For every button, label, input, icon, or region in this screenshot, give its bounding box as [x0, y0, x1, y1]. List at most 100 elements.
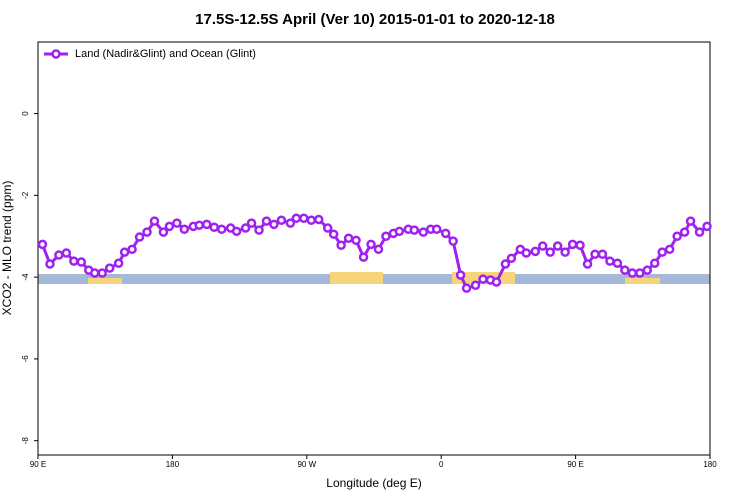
- y-tick-label: -8: [21, 437, 30, 445]
- x-tick-label: 180: [703, 460, 717, 469]
- point: [537, 241, 548, 251]
- point: [231, 226, 242, 237]
- land-ocean-band: [38, 272, 710, 284]
- plot-frame: [37, 41, 711, 456]
- point: [461, 283, 472, 293]
- point: [299, 213, 309, 223]
- x-tick-label: 90 E: [567, 460, 583, 469]
- point: [336, 240, 346, 250]
- point: [179, 224, 190, 235]
- point: [343, 233, 354, 244]
- legend-marker: [51, 49, 61, 59]
- point: [552, 241, 563, 251]
- point: [134, 232, 145, 242]
- point: [627, 268, 638, 278]
- point: [104, 263, 115, 273]
- x-tick-label: 0: [439, 460, 444, 469]
- point: [113, 258, 124, 268]
- point: [381, 231, 391, 241]
- point: [620, 265, 630, 275]
- x-axis-label: Longitude (deg E): [326, 476, 421, 490]
- point: [455, 270, 466, 280]
- point: [612, 258, 623, 268]
- point: [127, 244, 137, 255]
- point: [672, 231, 682, 241]
- y-tick-label: -6: [21, 355, 30, 363]
- point: [69, 256, 79, 266]
- point: [158, 227, 169, 237]
- point: [276, 215, 287, 226]
- point: [418, 227, 429, 237]
- point: [172, 218, 182, 228]
- point: [37, 239, 48, 250]
- land-patch: [88, 278, 122, 284]
- y-axis-label: XCO2 - MLO trend (ppm): [0, 181, 14, 316]
- x-tick-label: 180: [166, 460, 180, 469]
- point: [642, 265, 653, 275]
- point: [97, 268, 107, 278]
- point: [597, 249, 608, 259]
- point: [61, 248, 72, 258]
- point: [285, 218, 296, 228]
- x-tick-label: 90 W: [297, 460, 316, 469]
- point: [306, 215, 317, 226]
- x-tick-label: 90 E: [30, 460, 46, 469]
- point: [194, 220, 205, 230]
- point: [545, 247, 555, 257]
- point: [478, 274, 488, 284]
- point: [201, 219, 212, 230]
- point: [506, 253, 517, 264]
- point: [575, 240, 585, 250]
- point: [149, 216, 160, 226]
- point: [358, 252, 369, 262]
- point: [261, 216, 272, 226]
- point: [164, 221, 175, 232]
- point: [119, 247, 130, 257]
- point: [240, 223, 251, 233]
- point: [313, 214, 324, 225]
- point: [45, 259, 55, 269]
- point: [582, 259, 593, 269]
- point: [530, 246, 541, 257]
- point: [560, 247, 570, 257]
- point: [664, 244, 675, 255]
- point: [702, 221, 712, 232]
- point: [89, 268, 100, 278]
- point: [635, 268, 645, 278]
- point: [431, 224, 442, 235]
- point: [685, 216, 696, 226]
- point: [694, 227, 705, 237]
- point: [209, 222, 219, 232]
- point: [291, 213, 302, 223]
- point: [409, 225, 420, 235]
- y-tick-label: 0: [21, 111, 30, 116]
- point: [470, 280, 481, 291]
- point: [657, 247, 667, 257]
- point: [605, 256, 615, 266]
- point: [246, 218, 257, 228]
- point: [322, 223, 333, 233]
- land-patch: [330, 272, 383, 284]
- point: [142, 227, 152, 237]
- point: [328, 229, 339, 239]
- point: [521, 248, 532, 258]
- legend-label: Land (Nadir&Glint) and Ocean (Glint): [75, 48, 256, 60]
- point: [590, 249, 600, 259]
- point: [491, 277, 502, 287]
- point: [649, 258, 660, 268]
- point: [373, 244, 384, 255]
- point: [254, 225, 264, 235]
- y-tick-label: -2: [21, 191, 30, 199]
- point: [679, 227, 690, 237]
- point: [54, 250, 64, 260]
- chart-title: 17.5S-12.5S April (Ver 10) 2015-01-01 to…: [195, 11, 555, 28]
- y-tick-label: -4: [21, 273, 30, 281]
- point: [448, 236, 458, 246]
- point: [351, 235, 361, 246]
- point: [440, 228, 451, 239]
- point: [500, 259, 511, 269]
- point: [366, 239, 376, 250]
- point: [216, 224, 227, 235]
- land-patch: [625, 278, 660, 284]
